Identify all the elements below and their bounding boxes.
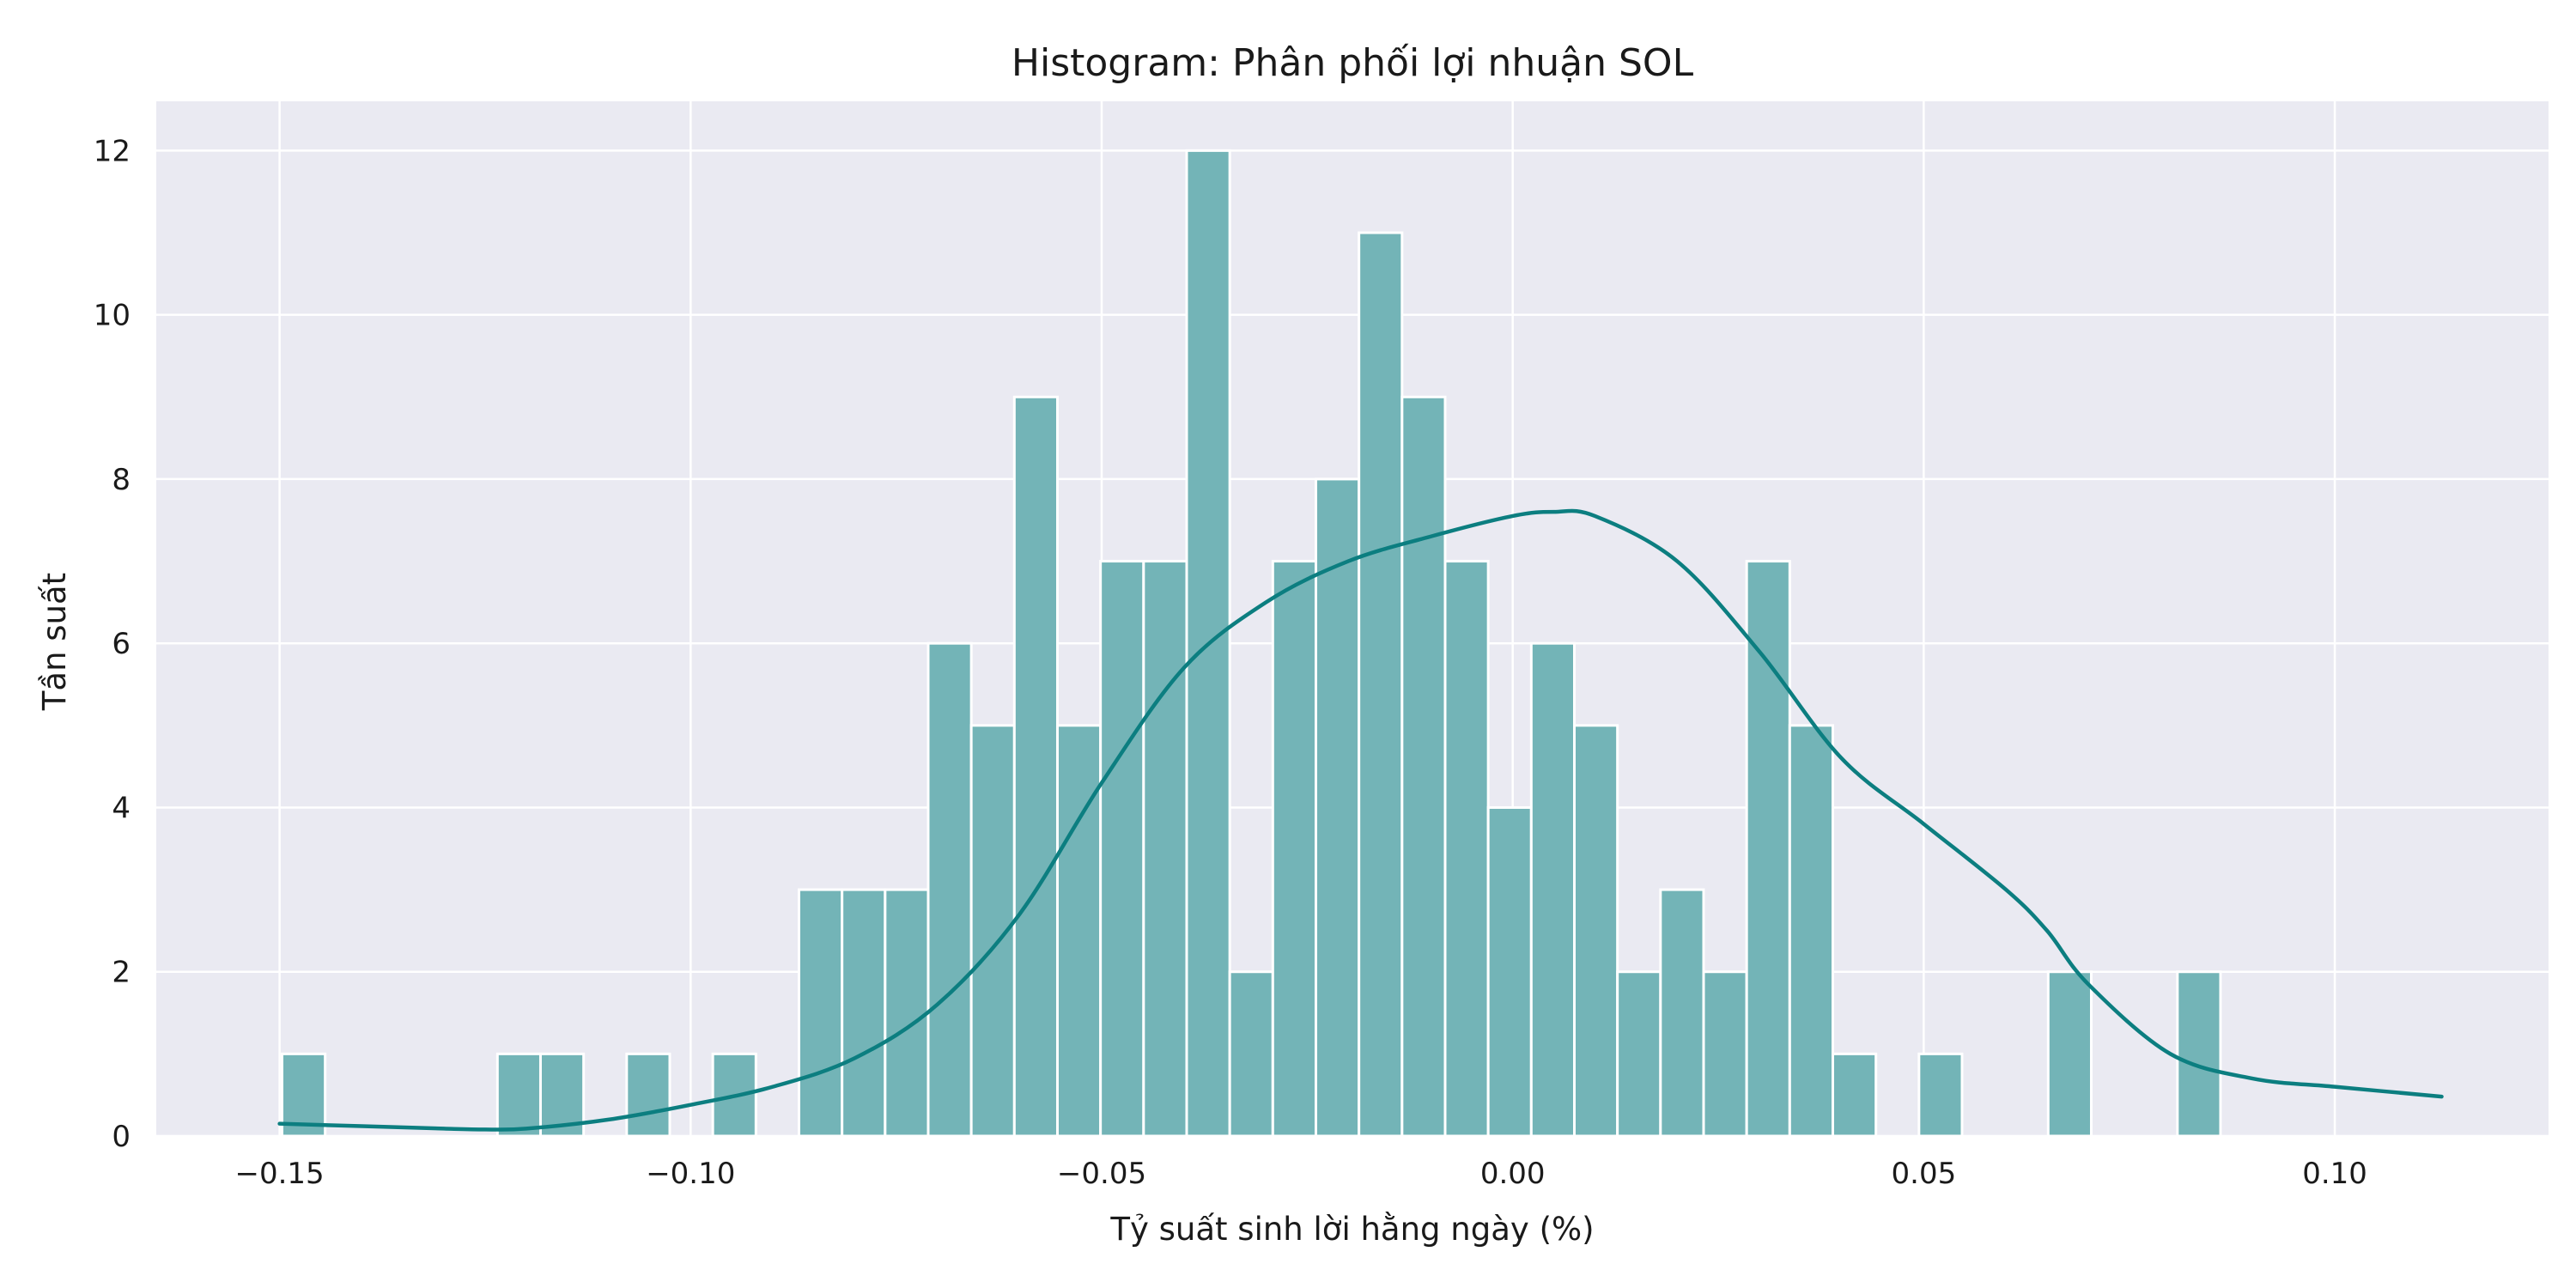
y-tick-label-2: 4: [112, 791, 131, 825]
histogram-bar-36: [1831, 1052, 1878, 1138]
histogram-bar-34: [1745, 560, 1791, 1138]
histogram-bar-13: [841, 888, 887, 1138]
x-tick-label-0: −0.15: [235, 1157, 325, 1191]
x-tick-label-2: −0.05: [1057, 1157, 1146, 1191]
y-tick-label-0: 0: [112, 1120, 131, 1154]
y-axis-label: Tần suất: [36, 573, 73, 711]
x-tick-label-4: 0.05: [1892, 1157, 1957, 1191]
histogram-bar-30: [1572, 724, 1619, 1138]
x-axis-label: Tỷ suất sinh lời hằng ngày (%): [1109, 1211, 1594, 1248]
histogram-bar-26: [1400, 395, 1447, 1138]
histogram-bars: [280, 149, 2222, 1138]
histogram-bar-32: [1659, 888, 1705, 1138]
histogram-bar-25: [1358, 231, 1404, 1138]
x-tick-labels: −0.15 −0.10 −0.05 0.00 0.05 0.10: [235, 1157, 2367, 1191]
y-tick-label-5: 10: [94, 299, 131, 333]
histogram-bar-8: [625, 1052, 671, 1138]
y-tick-label-6: 12: [94, 134, 131, 168]
y-tick-labels: 0 2 4 6 8 10 12: [94, 134, 131, 1154]
x-tick-label-3: 0.00: [1480, 1157, 1546, 1191]
kde-curve-group: [277, 508, 2444, 1132]
x-tick-label-1: −0.10: [646, 1157, 735, 1191]
histogram-bar-17: [1012, 395, 1059, 1138]
histogram-bar-35: [1788, 724, 1834, 1138]
histogram-bar-24: [1314, 477, 1361, 1138]
y-tick-label-3: 6: [112, 627, 131, 661]
histogram-bar-44: [2176, 970, 2222, 1138]
histogram-bar-23: [1271, 560, 1317, 1138]
chart-title: Histogram: Phân phối lợi nhuận SOL: [1012, 41, 1694, 85]
histogram-bar-41: [2046, 970, 2093, 1138]
histogram-bar-28: [1486, 805, 1533, 1138]
y-tick-label-1: 2: [112, 956, 131, 990]
kde-line: [277, 508, 2444, 1132]
y-tick-label-4: 8: [112, 463, 131, 497]
histogram-bar-12: [797, 888, 844, 1138]
histogram-bar-38: [1917, 1052, 1964, 1138]
histogram-bar-18: [1055, 724, 1103, 1138]
x-tick-label-5: 0.10: [2302, 1157, 2367, 1191]
histogram-bar-5: [495, 1052, 542, 1138]
histogram-bar-27: [1443, 560, 1490, 1138]
histogram-bar-33: [1702, 970, 1748, 1138]
histogram-bar-22: [1228, 970, 1274, 1138]
histogram-bar-20: [1142, 560, 1188, 1138]
histogram-bar-15: [927, 641, 973, 1138]
histogram-bar-14: [884, 888, 930, 1138]
histogram-bar-19: [1099, 560, 1145, 1138]
histogram-bar-31: [1616, 970, 1662, 1138]
histogram-bar-29: [1529, 641, 1576, 1138]
